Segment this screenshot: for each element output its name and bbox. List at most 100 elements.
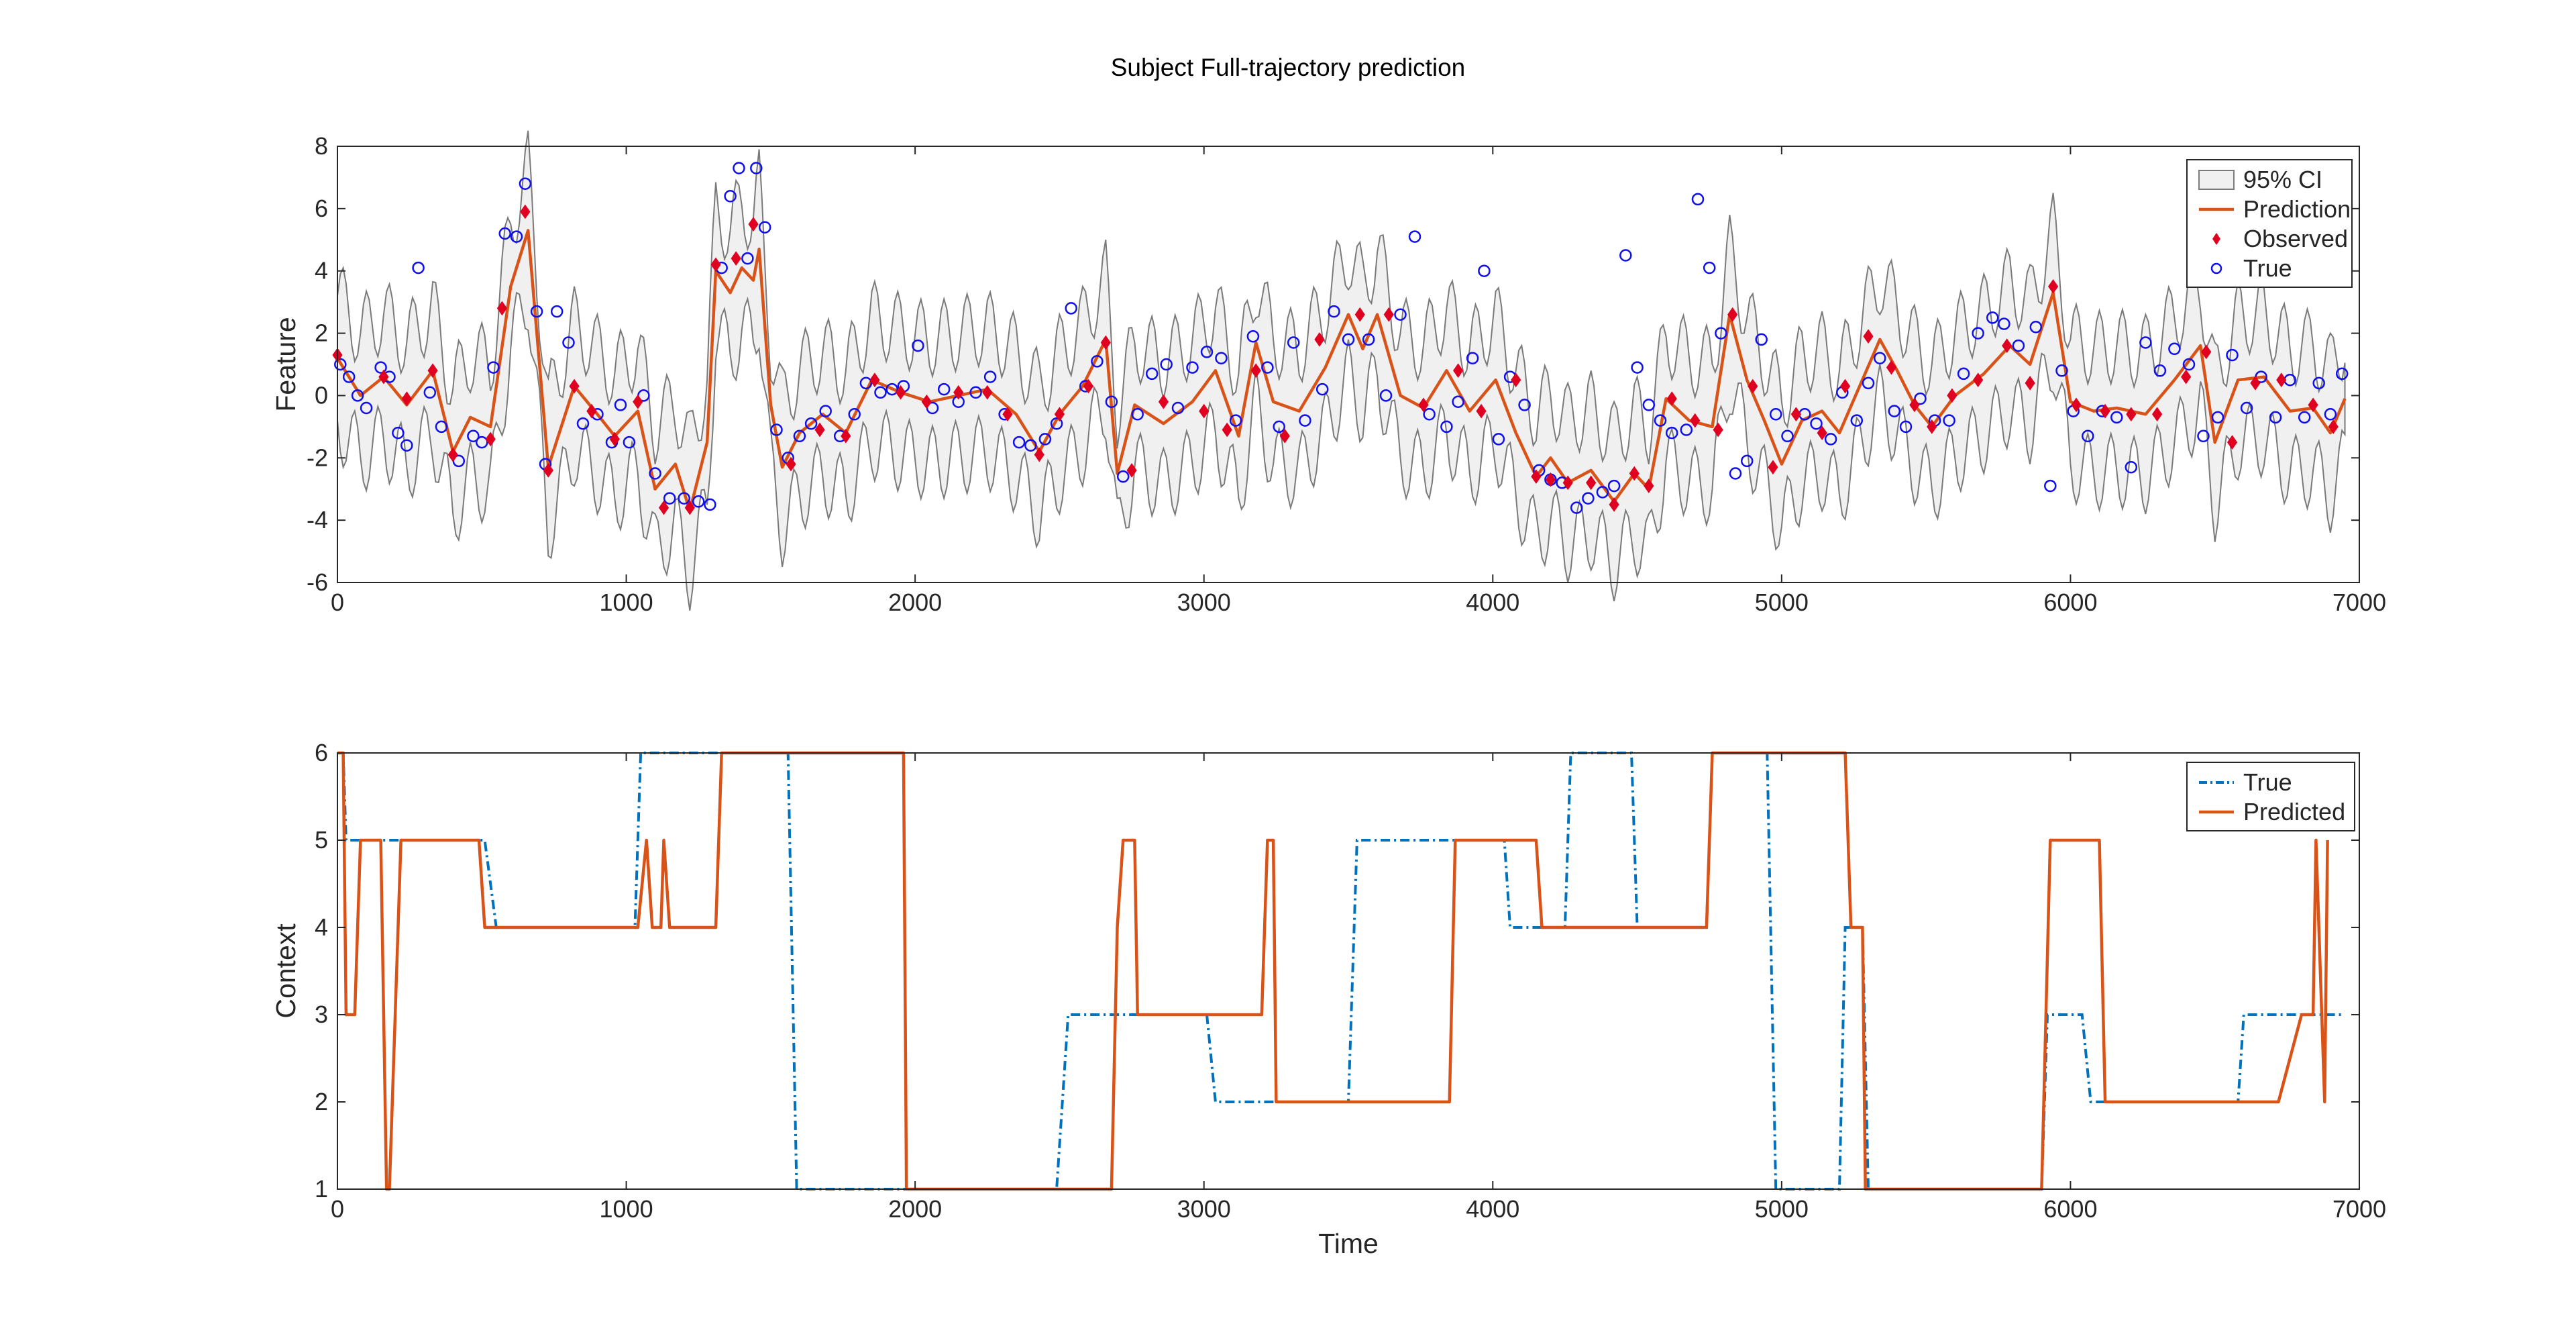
observed-point [1909,397,1920,413]
true-point [2168,342,2181,356]
true-point [562,336,575,349]
true-point [435,420,448,434]
true-point [704,498,716,511]
true-point [1408,230,1421,243]
panel1-ytick-label: 4 [315,257,328,285]
observed-point [1199,403,1210,419]
observed-point [1054,407,1065,422]
true-point [848,408,861,421]
observed-point [520,204,531,219]
true-point [1091,355,1104,368]
observed-point [2328,419,2339,434]
true-point [1229,414,1242,427]
true-point [1888,405,1901,417]
true-point [2211,411,2224,424]
true-point [1316,383,1329,396]
legend1-true-swatch [2210,262,2222,274]
observed-point [2025,375,2035,391]
true-point [770,423,783,436]
true-point [912,339,924,352]
true-point [1328,305,1340,318]
observed-point [710,257,721,272]
true-point [1755,333,1768,346]
observed-point [982,385,993,400]
observed-point [2276,372,2287,388]
observed-point [684,500,695,515]
panel1-xtick-label: 0 [331,589,344,616]
observed-point [1279,428,1290,444]
true-point [1665,426,1678,440]
observed-point [2151,407,2163,422]
observed-point [2250,375,2261,391]
true-point [623,436,636,449]
true-point [2153,364,2167,377]
true-point [1171,401,1185,415]
true-point [1246,329,1260,343]
true-point [2139,336,2152,349]
true-point [983,370,997,383]
observed-point [1126,462,1137,478]
observed-point [1666,391,1677,406]
true-point [874,386,887,399]
observed-point [401,391,412,406]
true-point [1287,336,1300,349]
true-point [1850,414,1864,427]
observed-point [2126,407,2137,422]
true-point [1654,414,1667,427]
legend2-box [2186,762,2355,831]
true-point [1394,308,1407,321]
observed-point [1817,425,1827,441]
true-point [2226,348,2239,362]
true-point [374,361,387,374]
true-point [1570,501,1583,514]
true-point [1299,414,1311,427]
true-point [1452,395,1464,408]
panel1-ytick-label: -4 [307,506,328,534]
true-point [2182,358,2196,371]
true-point [1379,389,1393,402]
true-point [2335,367,2349,380]
observed-point [1629,466,1640,481]
true-point [649,467,661,480]
observed-point [1383,307,1394,322]
observed-point [1222,422,1232,438]
true-point [819,405,832,417]
legend2-entry-label: Predicted [2243,798,2345,825]
true-point [1261,361,1274,374]
true-point [1423,408,1436,421]
observed-point [447,447,458,462]
true-point [510,230,523,243]
true-point [1362,333,1375,346]
true-point [519,177,532,190]
observed-point [1545,472,1556,487]
true-point [1160,358,1173,371]
true-point [1607,479,1621,493]
observed-point [569,378,580,394]
observed-point [1562,475,1573,491]
observed-point [1418,397,1429,413]
ci-band [337,130,2346,611]
legend1-entry-label: 95% CI [2243,166,2322,193]
observed-point [1100,335,1111,350]
panel2-ytick-label: 3 [315,1001,328,1028]
panel2-ytick-label: 1 [315,1175,328,1203]
observed-point [896,385,906,400]
panel1-ytick-label: 8 [315,132,328,160]
observed-point [2047,279,2059,294]
observed-point [2071,397,2082,413]
panel1-xtick-label: 4000 [1466,589,1519,616]
true-point [2082,429,2094,443]
panel1-xtick-label: 2000 [888,589,942,616]
observed-point [2226,435,2238,450]
panel2-xtick-label: 7000 [2332,1195,2386,1223]
true-point [467,429,480,443]
true-point [1769,408,1782,421]
true-point [1715,327,1727,340]
true-point [663,492,676,505]
true-point [400,439,413,452]
panel1-xtick-label: 7000 [2332,589,2386,616]
true-point [576,417,590,430]
true-point [724,190,737,203]
observed-point [427,363,438,378]
true-point [1899,420,1913,434]
